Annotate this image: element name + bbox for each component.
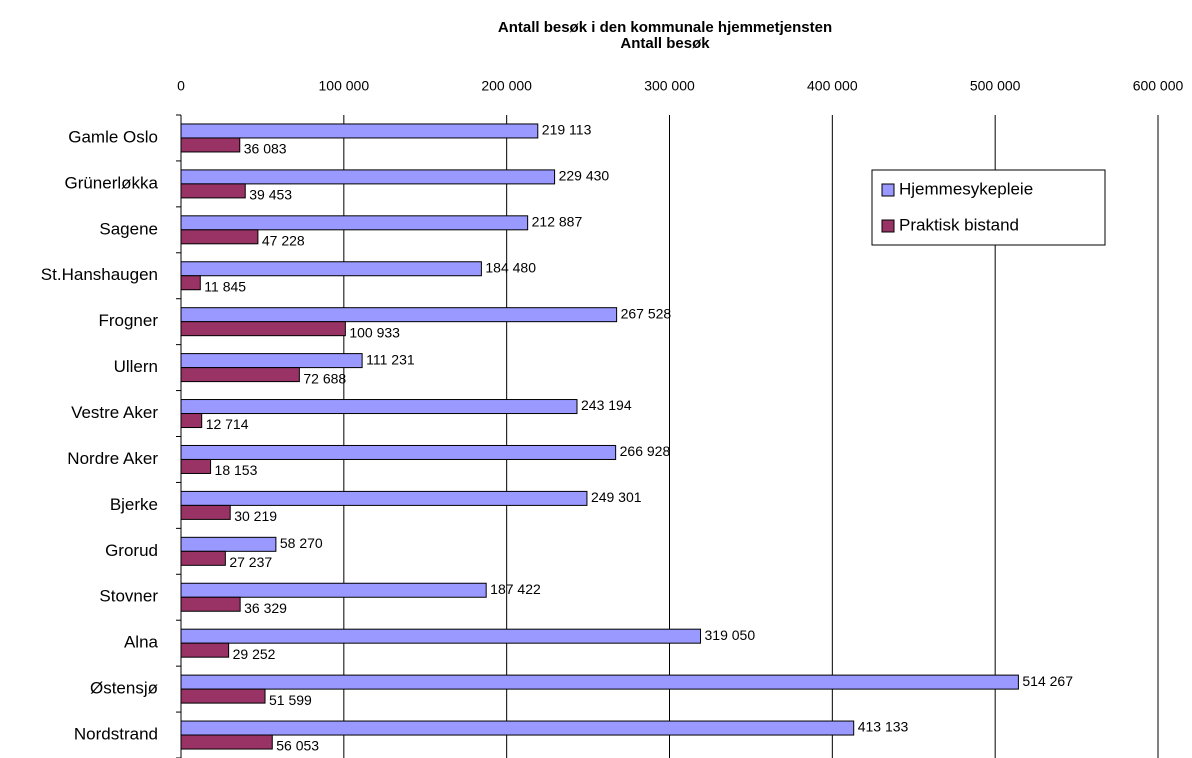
bar [180,642,230,658]
x-tick-label: 600 000 [1133,78,1184,94]
y-tick-label: Grorud [105,541,158,560]
bar [180,123,539,139]
bar [180,688,266,704]
value-label: 229 430 [559,168,610,184]
bar [180,321,346,337]
bar [180,596,241,612]
y-tick-label: St.Hanshaugen [41,265,158,284]
y-tick-label: Østensjø [90,679,158,698]
value-label: 267 528 [621,305,672,321]
legend-label: Hjemmesykepleie [899,179,1033,198]
value-label: 319 050 [705,627,756,643]
legend-box [871,169,1106,246]
bar [180,367,300,383]
bar [180,399,578,415]
value-label: 12 714 [206,416,249,432]
chart-subtitle: Antall besøk [620,35,710,52]
value-label: 219 113 [542,122,592,138]
bar [180,169,556,185]
value-label: 187 422 [490,581,541,597]
value-label: 72 688 [303,370,346,386]
bar [180,734,273,750]
y-tick-label: Bjerke [110,495,158,514]
value-label: 58 270 [280,535,323,551]
value-label: 243 194 [581,397,632,413]
value-label: 36 083 [244,141,287,157]
y-tick-label: Vestre Aker [71,403,158,422]
value-label: 111 231 [366,351,415,367]
bar [180,628,702,644]
value-label: 184 480 [485,259,536,275]
bar [180,413,203,429]
value-label: 266 928 [620,443,671,459]
value-label: 514 267 [1022,673,1073,689]
bar [180,582,487,598]
bar [180,490,588,506]
value-label: 413 133 [858,719,909,735]
y-tick-label: Frogner [98,311,158,330]
bar [180,550,226,566]
value-label: 36 329 [244,600,287,616]
x-tick-label: 200 000 [481,78,532,94]
legend-label: Praktisk bistand [899,215,1019,234]
bar [180,137,241,153]
bar [180,183,246,199]
x-tick-label: 300 000 [644,78,695,94]
legend-swatch [881,183,895,197]
bar [180,674,1019,690]
x-tick-label: 100 000 [319,78,370,94]
bar [180,215,529,231]
y-tick-label: Grünerløkka [64,173,158,192]
x-tick-label: 400 000 [807,78,858,94]
x-tick-label: 0 [177,78,185,94]
y-tick-label: Stovner [99,587,158,606]
bar [180,353,363,369]
y-tick-label: Gamle Oslo [68,127,158,146]
value-label: 47 228 [262,233,305,249]
value-label: 212 887 [532,214,583,230]
bar [180,504,231,520]
value-label: 249 301 [591,489,642,505]
value-label: 100 933 [349,324,400,340]
y-tick-label: Nordre Aker [67,449,158,468]
bar [180,536,277,552]
bar [180,261,482,277]
bar [180,307,618,323]
x-tick-label: 500 000 [970,78,1021,94]
bar [180,275,201,291]
bar [180,720,855,736]
bar [180,444,617,460]
value-label: 11 845 [204,278,246,294]
value-label: 30 219 [234,508,277,524]
value-label: 56 053 [276,738,319,754]
y-tick-label: Sagene [99,219,158,238]
value-label: 39 453 [249,187,292,203]
y-tick-label: Nordstrand [74,725,158,744]
value-label: 29 252 [233,646,276,662]
legend-swatch [881,219,895,233]
value-label: 51 599 [269,692,312,708]
bar [180,458,212,474]
y-tick-label: Ullern [114,357,158,376]
value-label: 18 153 [215,462,258,478]
y-tick-label: Alna [124,633,159,652]
value-label: 27 237 [229,554,272,570]
chart-title: Antall besøk i den kommunale hjemmetjens… [498,19,832,36]
bar [180,229,259,245]
